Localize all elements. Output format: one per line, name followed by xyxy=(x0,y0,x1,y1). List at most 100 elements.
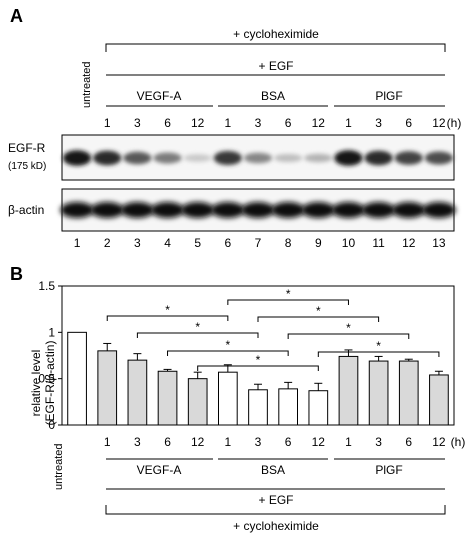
significance-bracket xyxy=(287,333,410,339)
untreated-label-a: untreated xyxy=(81,62,93,108)
egfr-band xyxy=(93,150,122,166)
egfr-band xyxy=(364,150,393,166)
bar xyxy=(398,360,419,426)
time-label-a: 6 xyxy=(164,116,171,130)
cycloheximide-label-b: + cycloheximide xyxy=(233,519,319,533)
y-tick-label: 0 xyxy=(48,418,55,432)
actin-band xyxy=(150,202,185,218)
egfr-band xyxy=(424,151,454,165)
time-labels-a: 1 3 6 12 1 3 6 12 1 3 6 12 xyxy=(104,116,446,130)
lane-number: 10 xyxy=(342,236,356,250)
x-tick-label: 1 xyxy=(104,435,111,449)
group-label-plgf-b: PlGF xyxy=(375,463,402,477)
time-label-a: 3 xyxy=(375,116,382,130)
actin-band xyxy=(331,202,366,218)
x-tick-label: 1 xyxy=(345,435,352,449)
significance-brackets: * * * * * * * * xyxy=(106,287,440,371)
untreated-label-b: untreated xyxy=(53,444,65,490)
significance-bracket xyxy=(227,299,349,305)
significance-star: * xyxy=(316,304,321,318)
time-label-a: 6 xyxy=(285,116,292,130)
x-tick-label: 1 xyxy=(225,435,232,449)
egfr-kd-label: (175 kD) xyxy=(8,161,46,172)
x-tick-label: 6 xyxy=(164,435,171,449)
actin-band xyxy=(391,202,426,218)
lane-number: 8 xyxy=(285,236,292,250)
x-tick-label: 3 xyxy=(375,435,382,449)
lane-numbers: 1 2 3 4 5 6 7 8 9 10 11 12 13 xyxy=(74,236,446,250)
time-label-a: 6 xyxy=(405,116,412,130)
bar xyxy=(338,355,359,426)
bar xyxy=(278,388,299,426)
egfr-band xyxy=(62,150,92,166)
significance-bracket xyxy=(257,316,380,322)
group-label-vegfa-a: VEGF-A xyxy=(137,89,182,103)
time-labels-b: 1 3 6 12 1 3 6 12 1 3 6 12 xyxy=(104,435,446,449)
actin-band xyxy=(271,202,306,218)
lane-number: 3 xyxy=(134,236,141,250)
lane-number: 7 xyxy=(255,236,262,250)
significance-star: * xyxy=(286,287,291,301)
time-label-a: 1 xyxy=(225,116,232,130)
actin-label: β-actin xyxy=(8,203,44,217)
egfr-band xyxy=(153,152,182,164)
bar xyxy=(67,331,87,426)
x-tick-label: 3 xyxy=(134,435,141,449)
egfr-band xyxy=(304,153,333,163)
time-label-a: 12 xyxy=(191,116,205,130)
egfr-band xyxy=(183,154,212,162)
egfr-band xyxy=(334,150,363,166)
time-label-a: 12 xyxy=(312,116,326,130)
y-axis-label-1: relative level xyxy=(29,350,43,417)
bar xyxy=(187,378,208,426)
y-tick-label: 1.5 xyxy=(38,279,55,293)
time-label-a: 1 xyxy=(345,116,352,130)
lane-number: 9 xyxy=(315,236,322,250)
bar xyxy=(127,359,148,426)
egfr-bands xyxy=(62,150,454,166)
group-label-vegfa-b: VEGF-A xyxy=(137,463,182,477)
cycloheximide-label: + cycloheximide xyxy=(233,27,319,41)
egf-label-b: + EGF xyxy=(258,493,293,507)
y-axis-label-2: (EGF-R/β-actin) xyxy=(43,341,57,426)
lane-number: 1 xyxy=(74,236,81,250)
time-label-a: 3 xyxy=(134,116,141,130)
time-label-a: 12 xyxy=(432,116,446,130)
y-tick-label: 0.5 xyxy=(38,372,55,386)
significance-star: * xyxy=(165,303,170,317)
significance-bracket xyxy=(197,365,319,371)
significance-star: * xyxy=(376,339,381,353)
actin-band xyxy=(60,202,94,218)
significance-bracket xyxy=(106,315,229,321)
bar xyxy=(429,374,449,426)
x-tick-label: 3 xyxy=(255,435,262,449)
actin-band xyxy=(241,202,275,218)
bar xyxy=(248,389,268,426)
x-tick-label: 6 xyxy=(285,435,292,449)
lane-number: 13 xyxy=(432,236,446,250)
time-label-a: 1 xyxy=(104,116,111,130)
egfr-band xyxy=(273,154,303,162)
panel-a-label: A xyxy=(10,6,23,26)
lane-number: 6 xyxy=(225,236,232,250)
x-tick-label: 12 xyxy=(432,435,446,449)
time-unit-a: (h) xyxy=(447,116,462,130)
actin-band xyxy=(210,202,245,218)
group-label-bsa-a: BSA xyxy=(261,89,285,103)
x-tick-label: 12 xyxy=(191,435,205,449)
actin-band xyxy=(422,202,456,218)
egfr-label: EGF-R xyxy=(8,141,46,155)
cycloheximide-bracket xyxy=(105,43,446,52)
bar xyxy=(97,350,118,426)
significance-star: * xyxy=(226,338,231,352)
bar xyxy=(368,360,389,426)
egfr-band xyxy=(394,151,423,165)
x-tick-label: 12 xyxy=(312,435,326,449)
group-label-bsa-b: BSA xyxy=(261,463,285,477)
actin-band xyxy=(361,202,396,218)
actin-band xyxy=(90,202,125,218)
egf-label: + EGF xyxy=(258,59,293,73)
group-label-plgf-a: PlGF xyxy=(375,89,402,103)
time-label-a: 3 xyxy=(255,116,262,130)
